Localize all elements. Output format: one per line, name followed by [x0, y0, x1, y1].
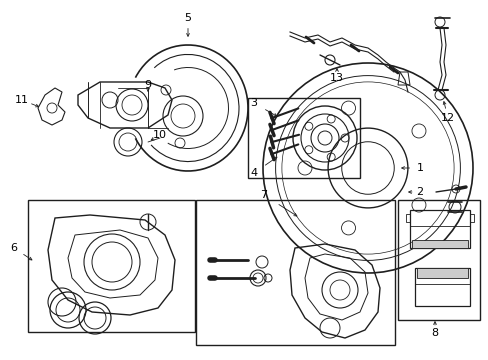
- Text: 2: 2: [416, 187, 423, 197]
- Text: 7: 7: [260, 190, 267, 200]
- Text: 5: 5: [184, 13, 191, 23]
- Bar: [247, 98, 359, 178]
- Text: 11: 11: [15, 95, 29, 105]
- Text: 9: 9: [144, 80, 151, 90]
- Text: 3: 3: [250, 98, 257, 108]
- Polygon shape: [416, 268, 467, 278]
- Polygon shape: [411, 240, 467, 248]
- Text: 13: 13: [329, 73, 343, 83]
- Bar: [196, 200, 394, 345]
- Text: 12: 12: [440, 113, 454, 123]
- Text: 1: 1: [416, 163, 423, 173]
- Bar: [397, 200, 479, 320]
- Text: 8: 8: [430, 328, 438, 338]
- Text: 6: 6: [10, 243, 18, 253]
- Text: 4: 4: [250, 168, 257, 178]
- Bar: [28, 200, 195, 332]
- Text: 10: 10: [153, 130, 167, 140]
